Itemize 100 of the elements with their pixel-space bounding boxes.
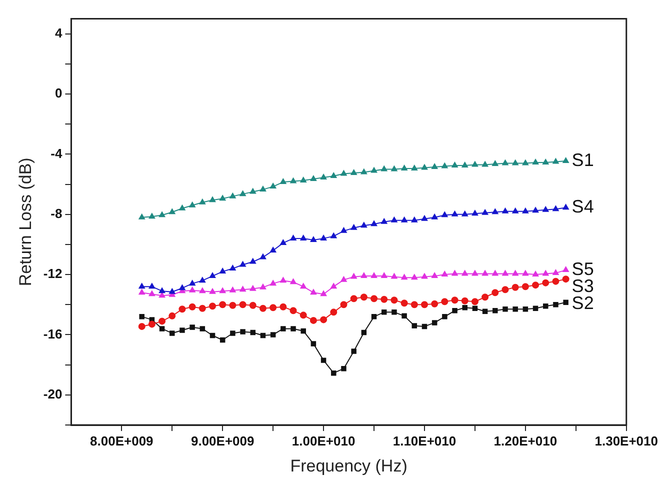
point bbox=[553, 302, 558, 308]
point bbox=[401, 274, 408, 280]
point bbox=[270, 183, 276, 189]
point bbox=[462, 305, 468, 310]
point bbox=[431, 163, 438, 169]
point bbox=[259, 304, 266, 312]
point bbox=[169, 208, 176, 214]
point bbox=[512, 208, 518, 214]
point bbox=[350, 295, 358, 302]
point bbox=[290, 278, 296, 284]
point bbox=[170, 330, 175, 336]
point bbox=[371, 314, 377, 320]
point bbox=[390, 296, 398, 304]
point bbox=[412, 323, 418, 328]
point bbox=[300, 283, 306, 289]
point bbox=[290, 326, 296, 332]
point bbox=[148, 290, 156, 296]
point bbox=[220, 337, 226, 343]
point bbox=[300, 177, 306, 183]
point bbox=[462, 162, 468, 168]
point bbox=[198, 304, 206, 312]
point bbox=[320, 174, 327, 180]
point bbox=[330, 308, 338, 316]
point bbox=[200, 326, 206, 332]
point bbox=[260, 186, 266, 192]
point bbox=[310, 316, 317, 324]
point bbox=[562, 204, 569, 210]
point bbox=[220, 288, 226, 294]
point bbox=[250, 285, 256, 291]
point bbox=[290, 307, 297, 314]
point bbox=[189, 202, 196, 208]
point bbox=[472, 210, 478, 216]
point bbox=[452, 210, 458, 216]
point bbox=[542, 270, 549, 276]
point bbox=[290, 234, 296, 240]
point bbox=[310, 236, 317, 242]
point bbox=[492, 270, 498, 276]
point bbox=[392, 310, 397, 315]
y-tick-label: -16 bbox=[43, 326, 62, 342]
point bbox=[512, 160, 518, 166]
point bbox=[188, 303, 196, 310]
point bbox=[400, 300, 408, 307]
point bbox=[240, 286, 246, 292]
point bbox=[179, 284, 186, 290]
point bbox=[260, 332, 266, 338]
point bbox=[421, 273, 428, 279]
point bbox=[209, 272, 216, 278]
y-tick-label: -4 bbox=[50, 146, 63, 161]
point bbox=[381, 218, 388, 224]
point bbox=[411, 216, 418, 222]
x-axis-title: Frequency (Hz) bbox=[290, 456, 408, 476]
y-tick-label: -12 bbox=[43, 266, 62, 282]
point bbox=[451, 296, 458, 304]
x-tick-label: 1.00E+010 bbox=[292, 433, 356, 448]
point bbox=[432, 320, 438, 326]
point bbox=[512, 284, 519, 291]
x-tick-label: 8.00E+009 bbox=[90, 433, 154, 448]
point bbox=[361, 330, 367, 336]
point bbox=[452, 308, 458, 314]
point bbox=[230, 192, 236, 198]
point bbox=[190, 324, 195, 330]
point bbox=[411, 274, 418, 280]
point bbox=[360, 168, 368, 174]
point bbox=[532, 207, 539, 213]
point bbox=[532, 306, 538, 312]
point bbox=[461, 297, 468, 304]
point bbox=[552, 278, 560, 285]
x-tick-label: 1.10E+010 bbox=[392, 433, 456, 448]
point bbox=[562, 266, 569, 272]
point bbox=[320, 316, 328, 324]
point bbox=[360, 294, 368, 301]
point bbox=[421, 215, 428, 221]
point bbox=[442, 212, 448, 218]
point bbox=[138, 283, 145, 289]
point bbox=[502, 160, 508, 166]
point bbox=[512, 270, 518, 276]
point bbox=[391, 273, 398, 279]
point bbox=[320, 358, 326, 363]
point bbox=[482, 209, 488, 215]
point bbox=[159, 326, 165, 332]
point bbox=[502, 286, 509, 294]
point bbox=[340, 170, 347, 176]
point bbox=[370, 220, 378, 226]
point bbox=[522, 160, 529, 166]
point bbox=[169, 288, 176, 294]
point bbox=[270, 332, 276, 338]
point bbox=[260, 284, 266, 290]
point bbox=[360, 272, 368, 278]
point bbox=[249, 302, 256, 309]
point bbox=[330, 232, 337, 238]
point bbox=[502, 306, 508, 312]
point bbox=[300, 234, 306, 240]
point bbox=[391, 166, 398, 172]
point bbox=[280, 277, 286, 283]
point bbox=[158, 212, 166, 218]
point bbox=[542, 158, 549, 164]
point bbox=[280, 326, 286, 332]
point bbox=[492, 160, 498, 166]
point bbox=[542, 304, 548, 309]
point bbox=[138, 289, 145, 295]
